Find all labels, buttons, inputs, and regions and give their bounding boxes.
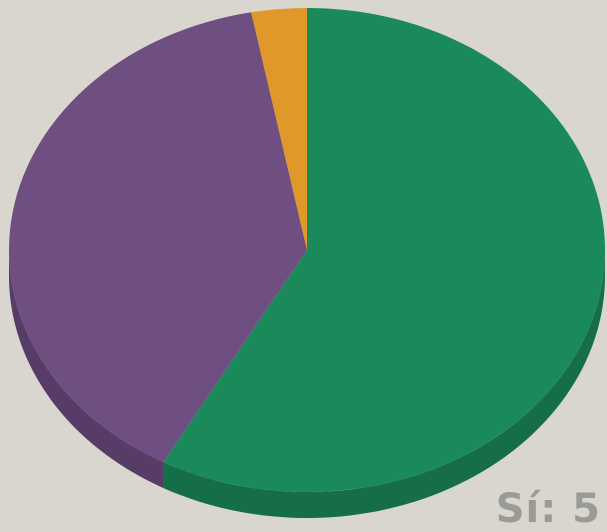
pie-slice-1 — [9, 12, 307, 463]
pie-slice-2 — [251, 8, 307, 250]
pie-top-layer — [9, 8, 606, 492]
pie-side-layer — [9, 250, 605, 519]
pie-slice-side-1 — [9, 250, 164, 489]
slice-label-si: Sí: 5 — [495, 486, 601, 532]
pie-slice-0 — [163, 8, 606, 492]
pie-slice-side-0 — [163, 250, 605, 519]
